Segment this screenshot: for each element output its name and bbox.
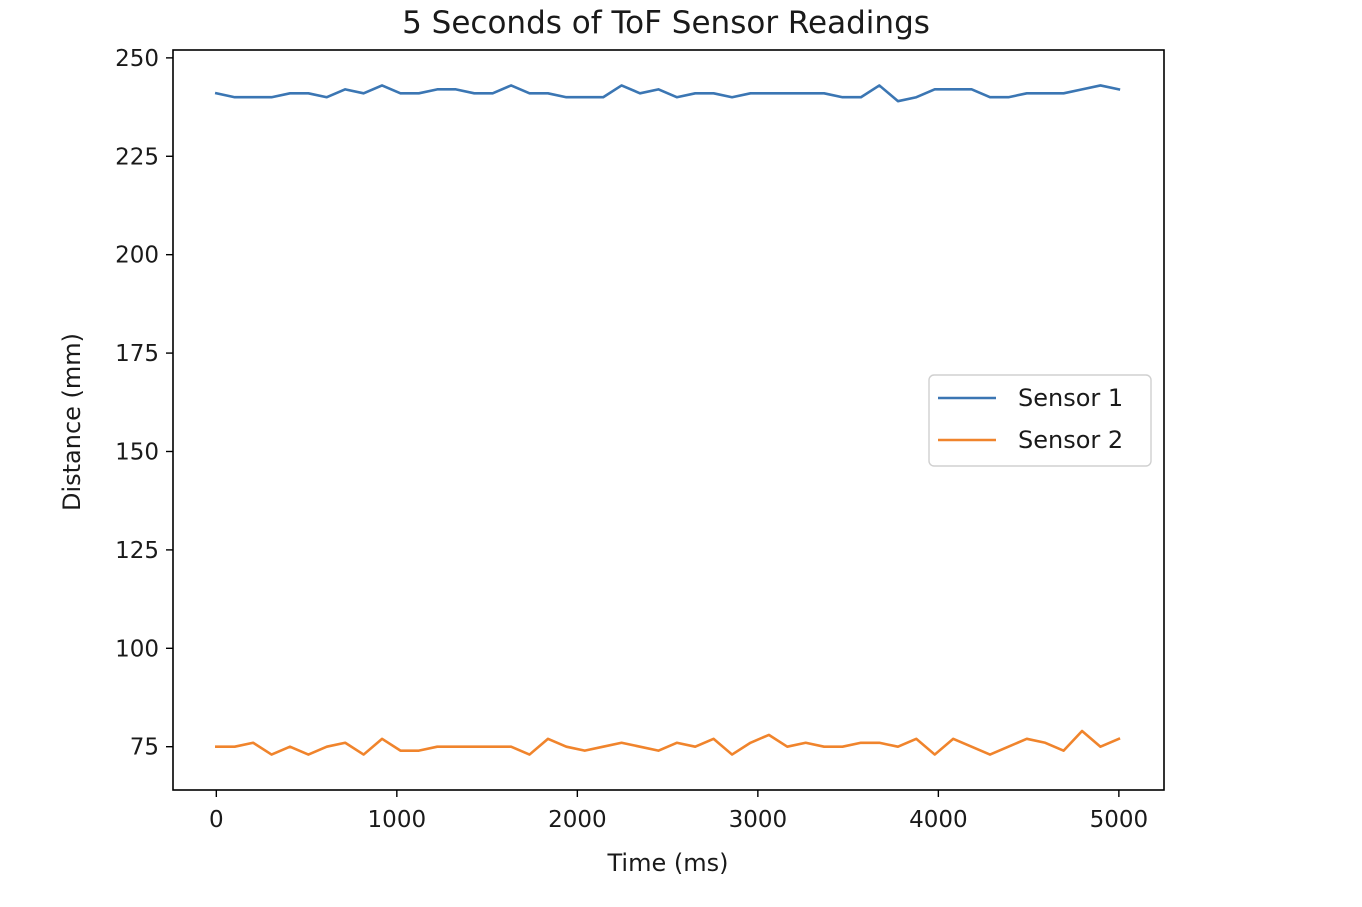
- y-tick-label: 125: [115, 538, 159, 564]
- x-tick-label: 2000: [548, 807, 607, 833]
- plot-frame: [172, 49, 1165, 791]
- y-tick-label: 100: [115, 636, 159, 662]
- x-tick-label: 3000: [729, 807, 788, 833]
- legend-label-sensor-1: Sensor 1: [1018, 384, 1123, 412]
- series-line-sensor-1: [214, 84, 1121, 103]
- y-tick-label: 150: [115, 439, 159, 465]
- x-tick-label: 0: [209, 807, 224, 833]
- series-lines: [214, 84, 1121, 756]
- legend-label-sensor-2: Sensor 2: [1018, 426, 1123, 454]
- y-tick-label: 75: [130, 735, 159, 761]
- x-tick-label: 1000: [368, 807, 427, 833]
- series-line-sensor-2: [215, 729, 1121, 756]
- y-tick-label: 225: [115, 144, 159, 170]
- x-tick-label: 5000: [1090, 807, 1149, 833]
- x-axis-label: Time (ms): [607, 849, 729, 877]
- chart-title: 5 Seconds of ToF Sensor Readings: [402, 5, 930, 41]
- axis-ticks: 0 1000 2000 3000 4000 5000 75 100 125 150 175 200 22…: [115, 46, 1148, 833]
- legend: Sensor 1 Sensor 2: [928, 374, 1152, 467]
- y-tick-label: 175: [115, 341, 159, 367]
- x-tick-label: 4000: [909, 807, 968, 833]
- y-axis-label: Distance (mm): [58, 333, 86, 511]
- y-tick-label: 250: [115, 46, 159, 72]
- y-tick-label: 200: [115, 243, 159, 269]
